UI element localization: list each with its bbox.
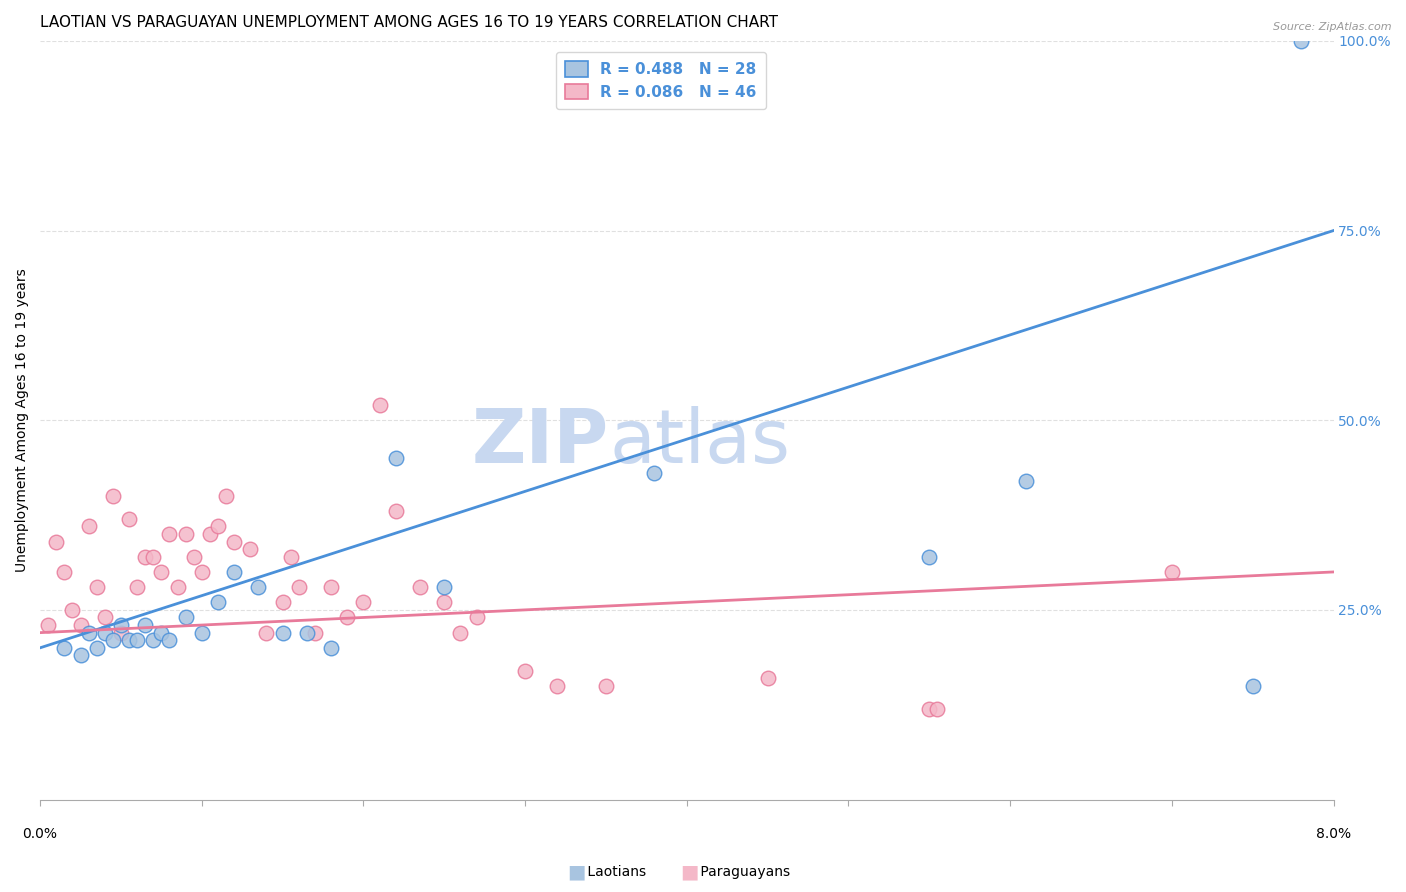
Point: [77, 519, 100, 533]
Point: [183, 549, 205, 564]
Point: [174, 527, 197, 541]
Point: [239, 542, 262, 557]
Point: [918, 549, 941, 564]
Point: [127, 633, 149, 648]
Point: [159, 527, 181, 541]
Point: [295, 625, 318, 640]
Point: [595, 679, 617, 693]
Point: [101, 633, 124, 648]
Point: [304, 625, 326, 640]
Point: [142, 633, 165, 648]
Point: [174, 610, 197, 624]
Point: [1241, 679, 1264, 693]
Point: [86, 640, 108, 655]
Point: [513, 664, 536, 678]
Point: [1015, 474, 1038, 488]
Point: [191, 565, 214, 579]
Point: [385, 451, 408, 466]
Point: [450, 625, 472, 640]
Point: [62, 603, 84, 617]
Point: [280, 549, 302, 564]
Point: [142, 549, 165, 564]
Point: [643, 467, 665, 481]
Point: [53, 640, 76, 655]
Point: [118, 512, 141, 526]
Text: Laotians: Laotians: [583, 865, 647, 880]
Point: [271, 595, 294, 609]
Point: [224, 534, 246, 549]
Point: [409, 580, 432, 594]
Point: [353, 595, 375, 609]
Y-axis label: Unemployment Among Ages 16 to 19 years: Unemployment Among Ages 16 to 19 years: [15, 268, 30, 572]
Point: [118, 633, 141, 648]
Point: [465, 610, 488, 624]
Text: ■: ■: [567, 863, 586, 882]
Point: [110, 625, 132, 640]
Text: 8.0%: 8.0%: [1316, 827, 1351, 841]
Point: [927, 701, 949, 715]
Point: [368, 398, 391, 412]
Point: [433, 595, 456, 609]
Point: [756, 671, 779, 685]
Point: [77, 625, 100, 640]
Point: [385, 504, 408, 518]
Point: [134, 549, 156, 564]
Point: [1289, 34, 1312, 48]
Point: [207, 595, 229, 609]
Point: [215, 489, 238, 503]
Text: Source: ZipAtlas.com: Source: ZipAtlas.com: [1274, 22, 1392, 32]
Point: [94, 610, 117, 624]
Point: [94, 625, 117, 640]
Point: [37, 618, 59, 632]
Text: ZIP: ZIP: [472, 407, 609, 480]
Text: LAOTIAN VS PARAGUAYAN UNEMPLOYMENT AMONG AGES 16 TO 19 YEARS CORRELATION CHART: LAOTIAN VS PARAGUAYAN UNEMPLOYMENT AMONG…: [41, 15, 778, 30]
Text: ■: ■: [679, 863, 699, 882]
Point: [150, 565, 173, 579]
Text: 0.0%: 0.0%: [22, 827, 58, 841]
Point: [110, 618, 132, 632]
Legend: R = 0.488   N = 28, R = 0.086   N = 46: R = 0.488 N = 28, R = 0.086 N = 46: [555, 53, 766, 109]
Point: [127, 580, 149, 594]
Point: [134, 618, 156, 632]
Point: [159, 633, 181, 648]
Point: [69, 648, 91, 663]
Point: [166, 580, 188, 594]
Point: [86, 580, 108, 594]
Point: [918, 701, 941, 715]
Point: [1160, 565, 1182, 579]
Point: [256, 625, 278, 640]
Point: [101, 489, 124, 503]
Point: [321, 580, 343, 594]
Point: [150, 625, 173, 640]
Point: [45, 534, 67, 549]
Point: [321, 640, 343, 655]
Point: [69, 618, 91, 632]
Point: [288, 580, 311, 594]
Point: [336, 610, 359, 624]
Point: [191, 625, 214, 640]
Point: [271, 625, 294, 640]
Point: [433, 580, 456, 594]
Point: [198, 527, 221, 541]
Point: [546, 679, 568, 693]
Point: [224, 565, 246, 579]
Text: atlas: atlas: [609, 407, 790, 480]
Point: [207, 519, 229, 533]
Point: [53, 565, 76, 579]
Text: Paraguayans: Paraguayans: [696, 865, 790, 880]
Point: [247, 580, 270, 594]
